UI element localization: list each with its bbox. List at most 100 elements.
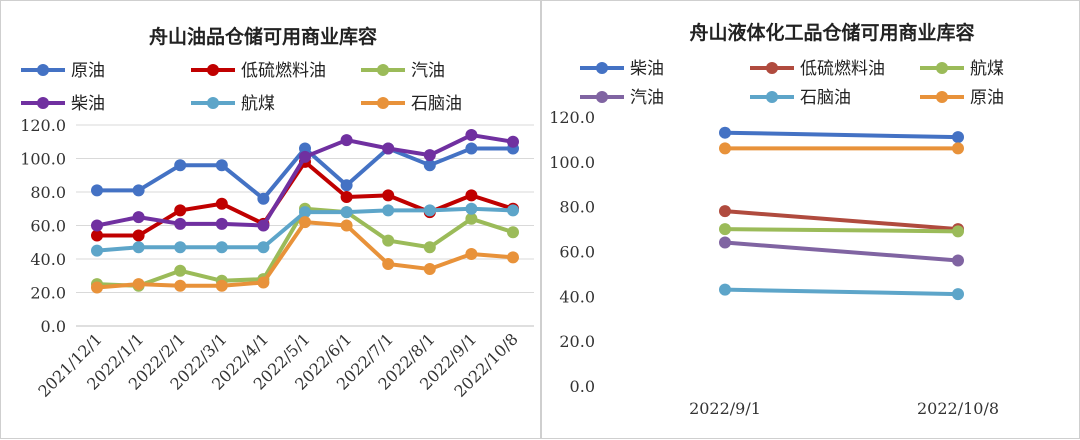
data-point (719, 283, 731, 296)
legend-label: 航煤 (970, 59, 1004, 79)
x-tick-label: 2022/10/8 (917, 399, 999, 418)
left-chart-title: 舟山油品仓储可用商业库容 (149, 25, 377, 48)
y-tick-label: 120.0 (549, 108, 595, 127)
data-point (174, 159, 187, 172)
legend-swatch-marker (766, 91, 778, 103)
series-4 (719, 283, 964, 301)
data-point (215, 217, 228, 230)
legend-swatch-marker (936, 62, 948, 74)
left-chart-series (91, 129, 519, 294)
data-point (952, 254, 964, 267)
data-point (91, 281, 103, 294)
legend-item: 低硫燃料油 (750, 59, 885, 79)
series-line (724, 227, 959, 234)
right-chart-title: 舟山液体化工品仓储可用商业库容 (689, 21, 974, 44)
data-point (299, 206, 311, 219)
right-chart-panel: 舟山液体化工品仓储可用商业库容 柴油 低硫燃料油 航煤 汽油 石脑油 原油 0.0 20.0… (541, 0, 1080, 439)
series-4 (91, 202, 519, 257)
data-point (215, 159, 228, 172)
data-point (215, 279, 228, 292)
data-point (382, 204, 395, 217)
series-5 (91, 216, 519, 294)
right-chart-x-axis: 2022/9/1 2022/10/8 (689, 399, 999, 418)
data-point (340, 191, 353, 204)
y-tick-label: 100.0 (549, 153, 595, 172)
data-point (174, 217, 187, 230)
y-tick-label: 0.0 (41, 317, 66, 336)
legend-swatch-marker (766, 62, 778, 74)
right-chart-series (719, 126, 964, 301)
data-point (465, 212, 478, 225)
data-point (465, 189, 478, 202)
legend-item: 柴油 (21, 94, 105, 114)
legend-swatch-marker (37, 64, 49, 76)
y-tick-label: 40.0 (559, 287, 595, 306)
legend-item: 汽油 (361, 61, 445, 81)
data-point (340, 134, 353, 147)
series-line (724, 287, 959, 297)
legend-label: 柴油 (630, 59, 664, 79)
legend-label: 航煤 (241, 94, 275, 114)
data-point (382, 234, 395, 247)
series-2 (719, 223, 964, 238)
legend-label: 汽油 (630, 88, 664, 108)
data-point (174, 264, 187, 277)
data-point (91, 244, 103, 257)
data-point (215, 197, 228, 210)
data-point (382, 189, 395, 202)
data-point (257, 192, 270, 205)
data-point (423, 159, 436, 172)
data-point (299, 216, 311, 229)
data-point (382, 258, 395, 271)
series-5 (719, 142, 964, 155)
legend-label: 低硫燃料油 (800, 59, 885, 79)
y-tick-label: 120.0 (20, 116, 66, 135)
series-line (724, 240, 959, 263)
legend-swatch-marker (596, 62, 608, 74)
legend-label: 石脑油 (800, 88, 851, 108)
data-point (132, 229, 145, 242)
legend-swatch-marker (377, 64, 389, 76)
legend-swatch-marker (207, 97, 219, 109)
legend-swatch-marker (207, 64, 219, 76)
data-point (952, 288, 964, 301)
legend-item: 低硫燃料油 (191, 61, 326, 81)
legend-swatch-marker (37, 97, 49, 109)
data-point (257, 219, 270, 232)
x-tick-label: 2022/9/1 (689, 399, 761, 418)
series-3 (719, 236, 964, 267)
data-point (174, 241, 187, 254)
data-point (507, 251, 519, 264)
data-point (257, 276, 270, 289)
data-point (91, 184, 103, 197)
data-point (719, 223, 731, 236)
left-chart-x-axis: 2021/12/12022/1/12022/2/12022/3/12022/4/… (34, 329, 521, 400)
data-point (719, 236, 731, 249)
series-0 (719, 126, 964, 144)
data-point (719, 142, 731, 155)
legend-label: 石脑油 (411, 94, 462, 114)
data-point (507, 204, 519, 217)
legend-item: 原油 (21, 61, 105, 81)
legend-item: 航煤 (191, 94, 275, 114)
data-point (132, 184, 145, 197)
data-point (340, 219, 353, 232)
left-chart-panel: 舟山油品仓储可用商业库容 原油 低硫燃料油 汽油 柴油 航煤 石脑油 0.0 20.0 40.… (0, 0, 541, 439)
data-point (719, 205, 731, 218)
legend-item: 石脑油 (750, 88, 851, 108)
data-point (299, 142, 311, 155)
data-point (423, 241, 436, 254)
data-point (465, 202, 478, 215)
left-chart-y-axis: 0.0 20.0 40.0 60.0 80.0 100.0 120.0 (20, 116, 66, 336)
legend-label: 柴油 (71, 94, 105, 114)
data-point (174, 279, 187, 292)
data-point (340, 206, 353, 219)
y-tick-label: 60.0 (30, 217, 66, 236)
series-line (724, 209, 959, 232)
data-point (423, 149, 436, 162)
data-point (952, 131, 964, 144)
data-point (465, 247, 478, 260)
data-point (465, 142, 478, 155)
